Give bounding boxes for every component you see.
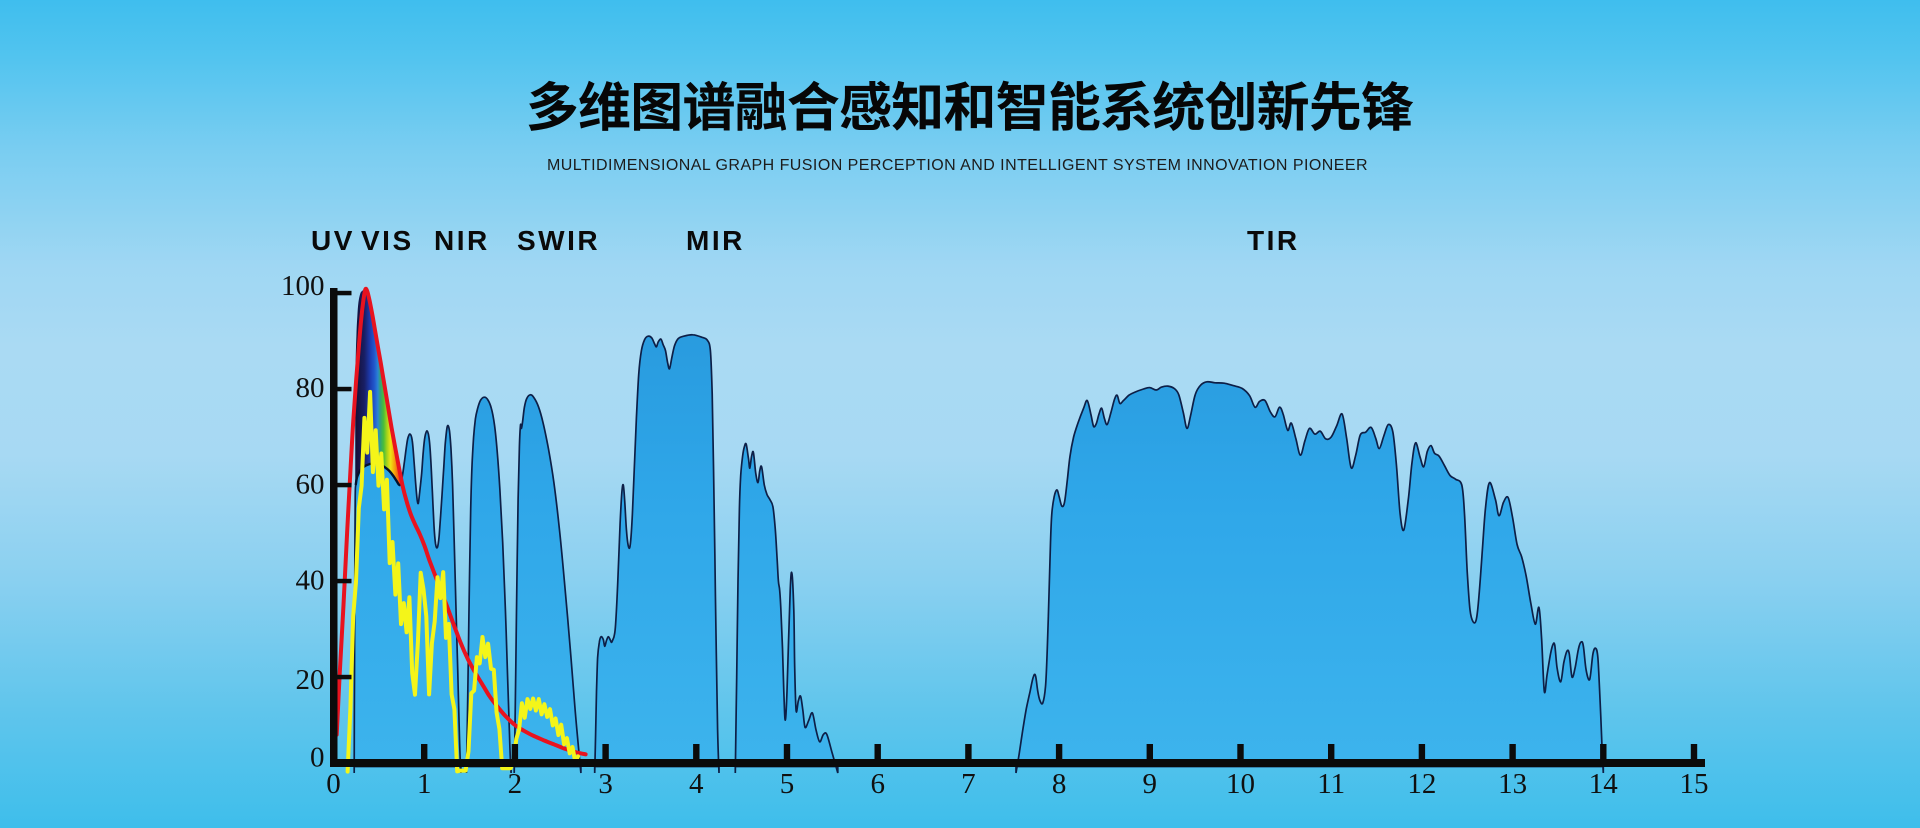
svg-text:6: 6 — [870, 768, 885, 800]
svg-text:11: 11 — [1317, 768, 1345, 800]
svg-text:80: 80 — [296, 372, 325, 404]
svg-text:TIR: TIR — [1247, 225, 1300, 256]
svg-text:MULTIDIMENSIONAL GRAPH FUSION: MULTIDIMENSIONAL GRAPH FUSION PERCEPTION… — [547, 157, 1368, 174]
svg-text:1: 1 — [417, 768, 432, 800]
svg-text:MIR: MIR — [686, 225, 745, 256]
svg-text:UV: UV — [311, 225, 355, 256]
svg-text:0: 0 — [310, 742, 325, 774]
svg-text:NIR: NIR — [434, 225, 490, 256]
svg-text:4: 4 — [689, 768, 704, 800]
svg-text:5: 5 — [780, 768, 795, 800]
svg-text:40: 40 — [296, 565, 325, 597]
svg-text:SWIR: SWIR — [517, 225, 600, 256]
svg-text:15: 15 — [1680, 768, 1709, 800]
svg-text:13: 13 — [1498, 768, 1527, 800]
svg-text:60: 60 — [296, 469, 325, 501]
svg-text:0: 0 — [326, 768, 341, 800]
svg-text:12: 12 — [1407, 768, 1436, 800]
svg-text:7: 7 — [961, 768, 976, 800]
svg-text:100: 100 — [281, 270, 325, 302]
svg-text:2: 2 — [508, 768, 523, 800]
svg-text:8: 8 — [1052, 768, 1067, 800]
svg-text:VIS: VIS — [361, 225, 414, 256]
svg-text:3: 3 — [598, 768, 613, 800]
svg-text:14: 14 — [1589, 768, 1619, 800]
svg-text:9: 9 — [1143, 768, 1158, 800]
svg-text:10: 10 — [1226, 768, 1255, 800]
svg-text:20: 20 — [296, 664, 325, 696]
